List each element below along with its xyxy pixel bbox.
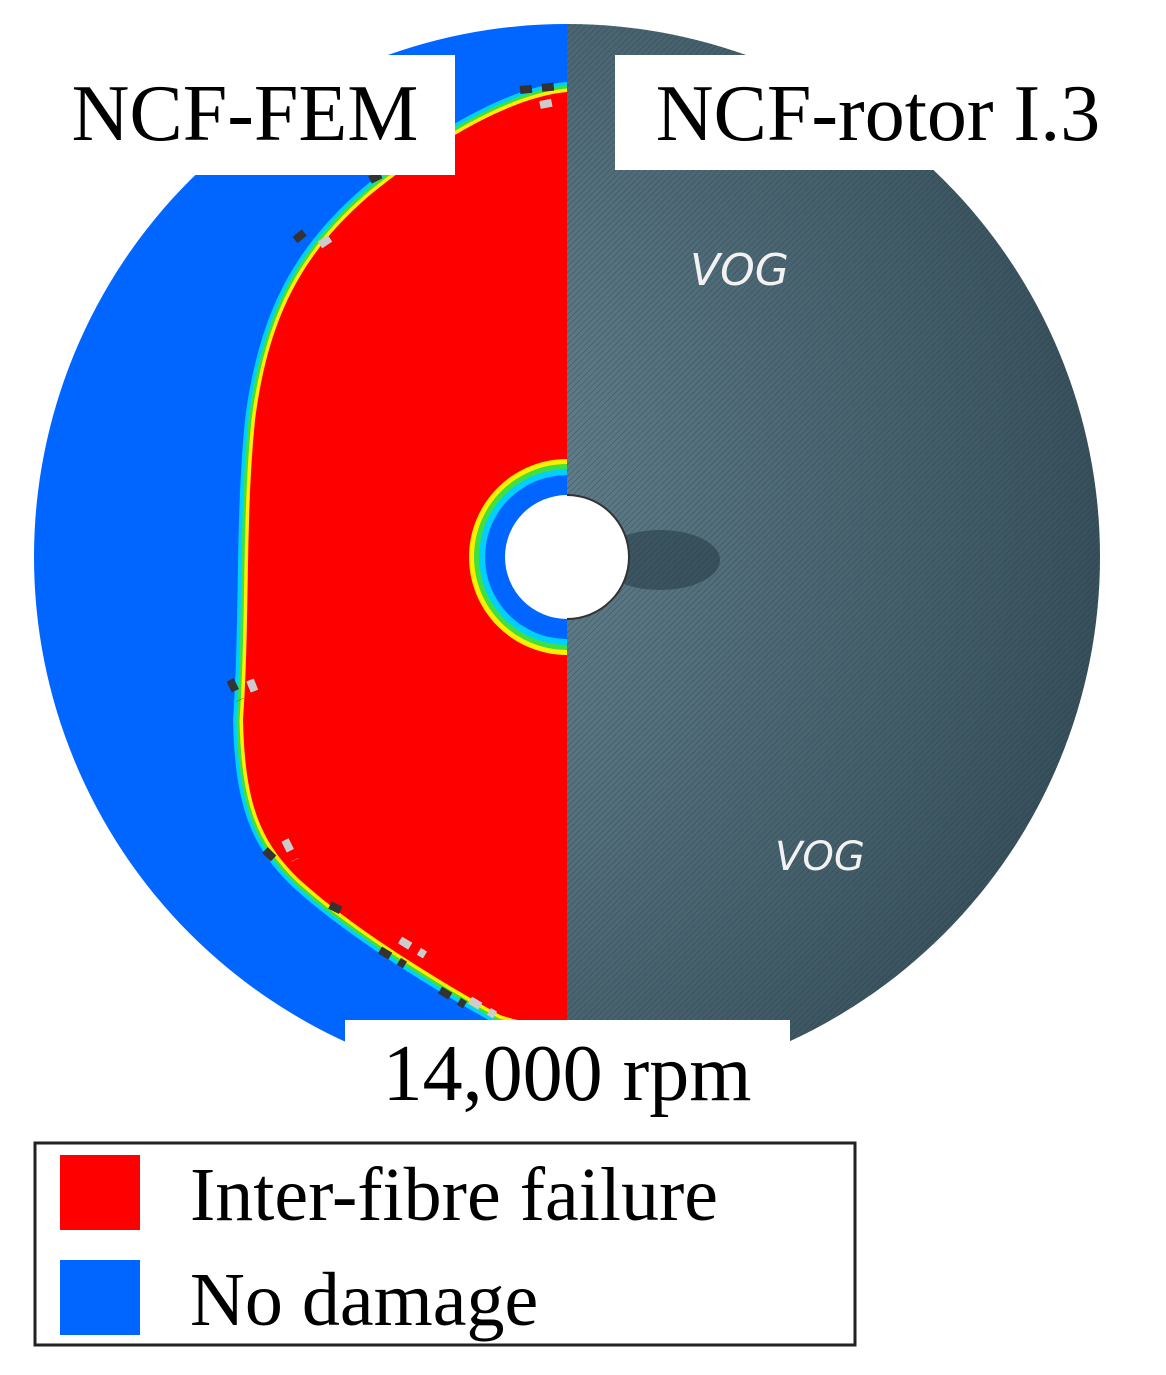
rotor-photo xyxy=(567,24,1100,1090)
legend-label: No damage xyxy=(190,1258,538,1342)
label-box xyxy=(615,55,1145,170)
label-box xyxy=(35,55,455,175)
legend-label: Inter-fibre failure xyxy=(190,1153,718,1237)
fem-result xyxy=(34,24,567,1090)
right-title: NCF-rotor I.3 xyxy=(656,70,1100,158)
left-title: NCF-FEM xyxy=(72,70,419,158)
legend-swatch xyxy=(60,1260,140,1335)
legend-frame xyxy=(33,1141,857,1347)
label-box xyxy=(345,1020,790,1120)
annotation: VOG xyxy=(775,834,865,880)
legend-swatch xyxy=(60,1155,140,1230)
speed-label: 14,000 rpm xyxy=(383,1030,752,1118)
annotation: VOG xyxy=(690,245,789,296)
legend: Inter-fibre failure No damage xyxy=(33,1141,857,1347)
